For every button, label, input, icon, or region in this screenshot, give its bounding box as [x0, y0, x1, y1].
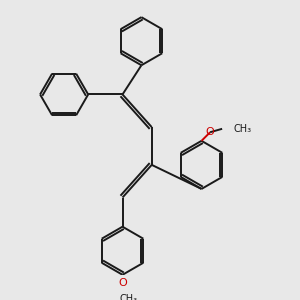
- Text: O: O: [118, 278, 127, 288]
- Text: O: O: [206, 127, 214, 137]
- Text: CH₃: CH₃: [233, 124, 251, 134]
- Text: CH₃: CH₃: [120, 294, 138, 300]
